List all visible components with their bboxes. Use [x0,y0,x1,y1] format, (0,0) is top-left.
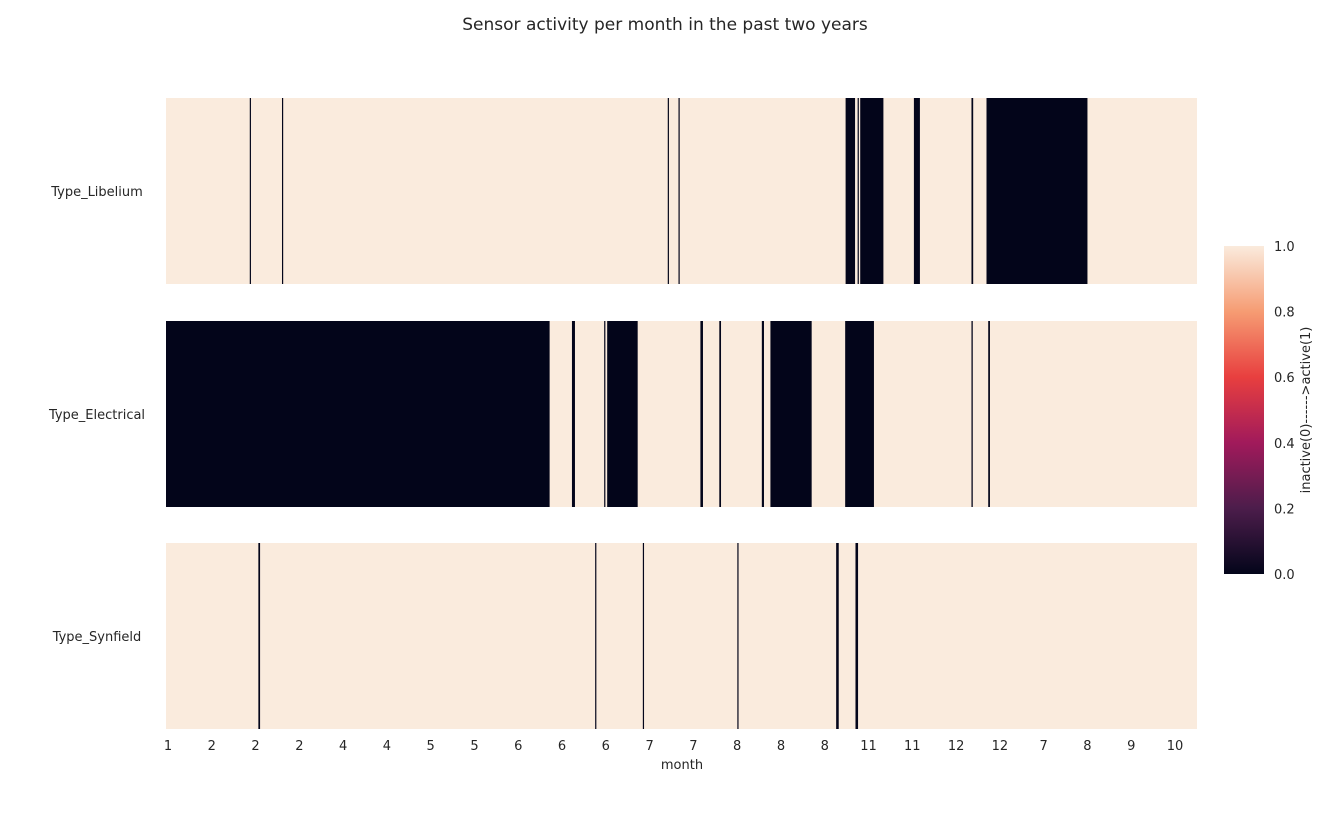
inactive-cell [719,321,722,507]
x-tick-label: 2 [251,739,259,754]
colorbar-tick-label: 0.2 [1274,502,1295,517]
inactive-cell [700,321,703,507]
colorbar-tick-label: 0.4 [1274,437,1295,452]
x-tick-label: 9 [1127,739,1135,754]
inactive-cell [836,543,839,729]
colorbar: 0.0 0.2 0.4 0.6 0.8 1.0 inactive(0)------>act… [1224,240,1314,583]
heatmap-row: Type_Libelium [50,98,1197,284]
inactive-cell [642,543,645,729]
inactive-cell [761,321,764,507]
x-tick-label: 7 [1040,739,1048,754]
x-axis-label: month [661,758,703,773]
inactive-cell [249,98,251,284]
row-label: Type_Libelium [50,185,143,200]
inactive-cell [855,543,859,729]
x-tick-label: 8 [733,739,741,754]
x-tick-label: 8 [1083,739,1091,754]
colorbar-label: inactive(0)------>active(1) [1299,327,1314,494]
row-label: Type_Electrical [48,408,145,423]
x-tick-label: 12 [992,739,1009,754]
x-tick-label: 8 [777,739,785,754]
x-tick-label: 7 [645,739,653,754]
inactive-cell [737,543,739,729]
inactive-cell [281,98,284,284]
inactive-cell [845,321,874,507]
inactive-cell [913,98,920,284]
x-tick-label: 4 [339,739,347,754]
x-tick-label: 11 [904,739,921,754]
inactive-cell [667,98,669,284]
row-label: Type_Synfield [52,630,142,645]
x-tick-label: 4 [383,739,391,754]
x-tick-label: 12 [948,739,965,754]
inactive-cell [595,543,597,729]
x-tick-label: 2 [208,739,216,754]
x-tick-label: 5 [427,739,435,754]
x-tick-label: 2 [295,739,303,754]
inactive-cell [988,321,990,507]
panels-layer: Type_Libelium Type_Electrical Type_Synfiel… [48,98,1197,729]
colorbar-tick-label: 0.8 [1274,306,1295,321]
colorbar-ticks: 0.0 0.2 0.4 0.6 0.8 1.0 [1274,240,1295,583]
x-tick-label: 5 [470,739,478,754]
inactive-cell [770,321,812,507]
inactive-cell [258,543,261,729]
heatmap-row: Type_Electrical [48,321,1197,507]
colorbar-gradient [1224,246,1264,574]
x-tick-label: 6 [602,739,610,754]
x-tick-label: 7 [689,739,697,754]
inactive-cell [604,321,606,507]
inactive-cell [971,321,973,507]
inactive-cell [166,321,550,507]
x-tick-label: 1 [164,739,172,754]
chart-title: Sensor activity per month in the past tw… [462,15,868,35]
x-tick-label: 10 [1167,739,1184,754]
colorbar-tick-label: 0.0 [1274,568,1295,583]
inactive-cell [971,98,974,284]
heatmap-row: Type_Synfield [52,543,1197,729]
inactive-cell [857,98,859,284]
colorbar-tick-label: 1.0 [1274,240,1295,255]
inactive-cell [607,321,638,507]
inactive-cell [571,321,575,507]
x-tick-label: 6 [514,739,522,754]
inactive-cell [860,98,884,284]
inactive-cell [986,98,1088,284]
active-region [166,543,1197,729]
x-tick-labels: 1 2 2 2 4 4 5 5 6 6 6 7 7 8 8 8 11 11 12 12 7 8 9 10 [164,739,1183,754]
inactive-cell [845,98,856,284]
x-tick-label: 6 [558,739,566,754]
inactive-cell [678,98,680,284]
x-tick-label: 11 [860,739,877,754]
x-tick-label: 8 [821,739,829,754]
colorbar-tick-label: 0.6 [1274,371,1295,386]
